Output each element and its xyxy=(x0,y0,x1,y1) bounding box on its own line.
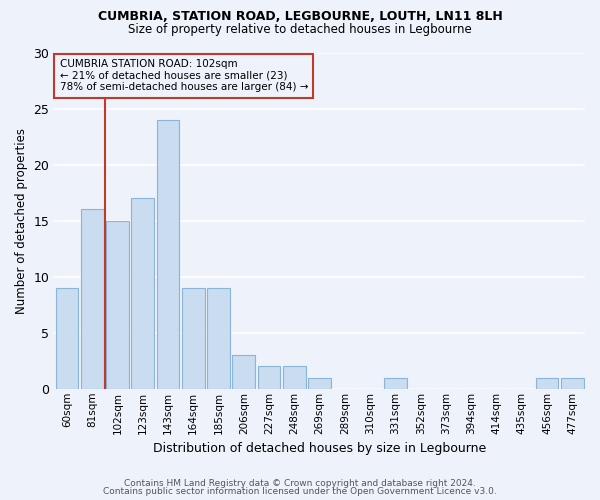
Text: CUMBRIA STATION ROAD: 102sqm
← 21% of detached houses are smaller (23)
78% of se: CUMBRIA STATION ROAD: 102sqm ← 21% of de… xyxy=(59,59,308,92)
Bar xyxy=(157,120,179,389)
Bar xyxy=(536,378,559,389)
Bar xyxy=(308,378,331,389)
Text: CUMBRIA, STATION ROAD, LEGBOURNE, LOUTH, LN11 8LH: CUMBRIA, STATION ROAD, LEGBOURNE, LOUTH,… xyxy=(98,10,502,23)
Bar xyxy=(56,288,78,389)
Text: Size of property relative to detached houses in Legbourne: Size of property relative to detached ho… xyxy=(128,22,472,36)
Bar xyxy=(561,378,584,389)
Bar xyxy=(207,288,230,389)
Bar xyxy=(182,288,205,389)
Y-axis label: Number of detached properties: Number of detached properties xyxy=(15,128,28,314)
Bar xyxy=(384,378,407,389)
Bar xyxy=(131,198,154,389)
Text: Contains HM Land Registry data © Crown copyright and database right 2024.: Contains HM Land Registry data © Crown c… xyxy=(124,478,476,488)
Text: Contains public sector information licensed under the Open Government Licence v3: Contains public sector information licen… xyxy=(103,487,497,496)
Bar xyxy=(232,355,255,389)
Bar xyxy=(283,366,306,389)
Bar xyxy=(258,366,280,389)
Bar xyxy=(81,210,104,389)
X-axis label: Distribution of detached houses by size in Legbourne: Distribution of detached houses by size … xyxy=(153,442,486,455)
Bar xyxy=(106,220,129,389)
